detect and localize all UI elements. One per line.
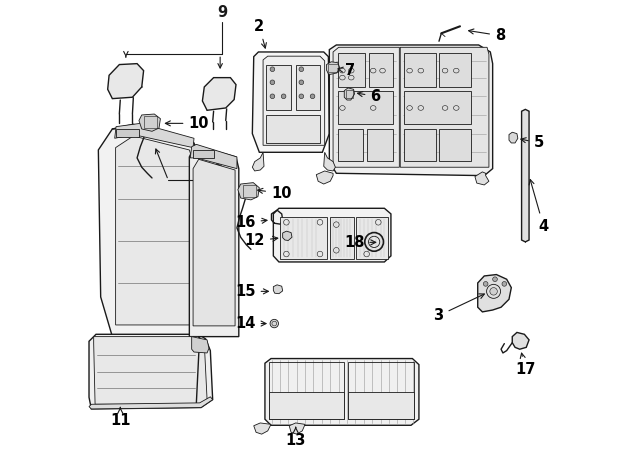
Polygon shape [522,109,529,242]
Ellipse shape [490,288,497,295]
Text: 5: 5 [521,136,544,150]
Text: 12: 12 [244,234,278,249]
Bar [266,115,320,143]
Polygon shape [273,285,283,294]
Polygon shape [89,334,212,409]
Polygon shape [344,88,355,100]
Polygon shape [316,171,333,184]
Ellipse shape [299,94,303,98]
Bar [404,129,436,161]
Bar [330,217,353,259]
Polygon shape [115,123,194,147]
Polygon shape [108,64,143,98]
Text: 9: 9 [217,5,227,20]
Ellipse shape [270,80,275,85]
Polygon shape [326,62,340,74]
Ellipse shape [310,94,315,98]
Ellipse shape [299,67,303,72]
Text: 14: 14 [236,316,266,331]
Bar [338,91,393,124]
Text: 1: 1 [220,182,230,197]
Ellipse shape [270,319,278,328]
Polygon shape [99,124,198,337]
Polygon shape [512,333,529,349]
Polygon shape [252,152,264,171]
Polygon shape [477,275,511,312]
Bar [367,129,393,161]
Polygon shape [283,231,292,241]
Bar [356,217,388,259]
Polygon shape [193,159,235,326]
Polygon shape [400,47,489,167]
Polygon shape [333,47,399,167]
Bar [338,129,364,161]
Ellipse shape [502,282,507,286]
Polygon shape [202,78,236,110]
Polygon shape [253,423,271,434]
Ellipse shape [299,80,303,85]
Bar [266,65,291,110]
Polygon shape [191,337,209,353]
Bar [369,53,393,87]
Bar [280,217,327,259]
Bar [440,53,471,87]
Polygon shape [189,145,239,337]
Text: 3: 3 [433,294,484,323]
Text: 13: 13 [285,428,306,448]
Polygon shape [330,45,493,176]
Text: 10: 10 [165,116,209,131]
Text: 8: 8 [468,28,505,43]
Text: 6: 6 [358,89,381,104]
Polygon shape [139,114,161,131]
Bar [346,90,353,98]
Bar [269,362,344,419]
Polygon shape [289,423,305,434]
Bar [338,53,365,87]
Bar [193,150,214,158]
Bar [440,129,471,161]
Polygon shape [475,172,489,185]
Polygon shape [324,152,335,171]
Bar [404,53,436,87]
Ellipse shape [270,94,275,98]
Ellipse shape [270,67,275,72]
Text: 18: 18 [344,235,376,250]
Bar [116,129,140,138]
Text: 15: 15 [235,284,268,299]
Bar [328,64,338,72]
Text: 4: 4 [529,179,548,234]
Polygon shape [265,358,419,425]
Bar [296,65,320,110]
Text: 2: 2 [254,19,266,48]
Bar [243,186,255,196]
Polygon shape [116,136,193,325]
Text: 7: 7 [338,63,355,78]
Polygon shape [238,183,259,200]
Text: 10: 10 [258,186,291,201]
Polygon shape [93,337,207,404]
Ellipse shape [281,94,286,98]
Polygon shape [509,132,518,143]
Bar [143,116,157,128]
Polygon shape [190,145,237,169]
Polygon shape [263,56,324,145]
Text: 16: 16 [236,215,267,230]
Text: 17: 17 [515,353,536,377]
Bar [348,362,414,419]
Ellipse shape [493,277,497,282]
Polygon shape [89,397,212,409]
Bar [404,91,471,124]
Text: 11: 11 [110,407,131,428]
Ellipse shape [483,282,488,286]
Polygon shape [273,208,391,262]
Polygon shape [252,52,330,152]
Bar [348,392,414,419]
Bar [269,392,344,419]
